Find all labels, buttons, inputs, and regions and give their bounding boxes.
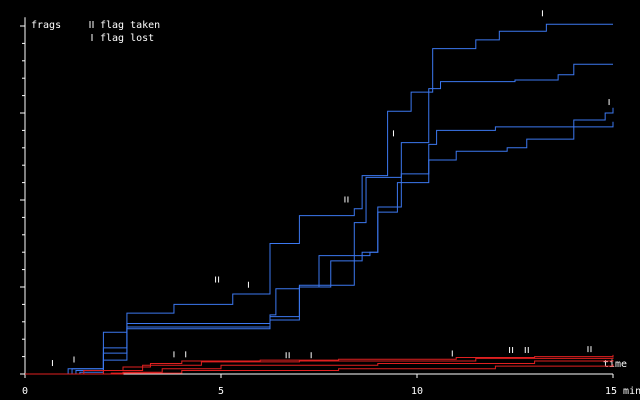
flag-marker bbox=[285, 352, 290, 359]
legend-label: flag taken bbox=[100, 20, 160, 31]
step-line bbox=[25, 360, 614, 375]
x-tick-label: 0 bbox=[22, 386, 28, 397]
y-axis-label: frags bbox=[31, 20, 61, 31]
flag-marker bbox=[509, 346, 514, 353]
flag-marker bbox=[524, 346, 529, 353]
step-line bbox=[25, 364, 614, 375]
x-tick-label: 10 bbox=[411, 386, 423, 397]
flag-marker bbox=[587, 346, 592, 353]
flag-marker bbox=[344, 196, 349, 203]
legend-label: flag lost bbox=[100, 33, 154, 44]
flag-marker bbox=[215, 276, 220, 283]
x-axis-label: time bbox=[603, 359, 627, 370]
x-tick-label: 15 min bbox=[605, 386, 640, 397]
step-line bbox=[25, 357, 614, 375]
step-line bbox=[25, 121, 614, 375]
step-line bbox=[25, 23, 613, 375]
x-tick-label: 5 bbox=[218, 386, 224, 397]
step-line bbox=[25, 354, 614, 375]
step-line bbox=[25, 63, 613, 375]
